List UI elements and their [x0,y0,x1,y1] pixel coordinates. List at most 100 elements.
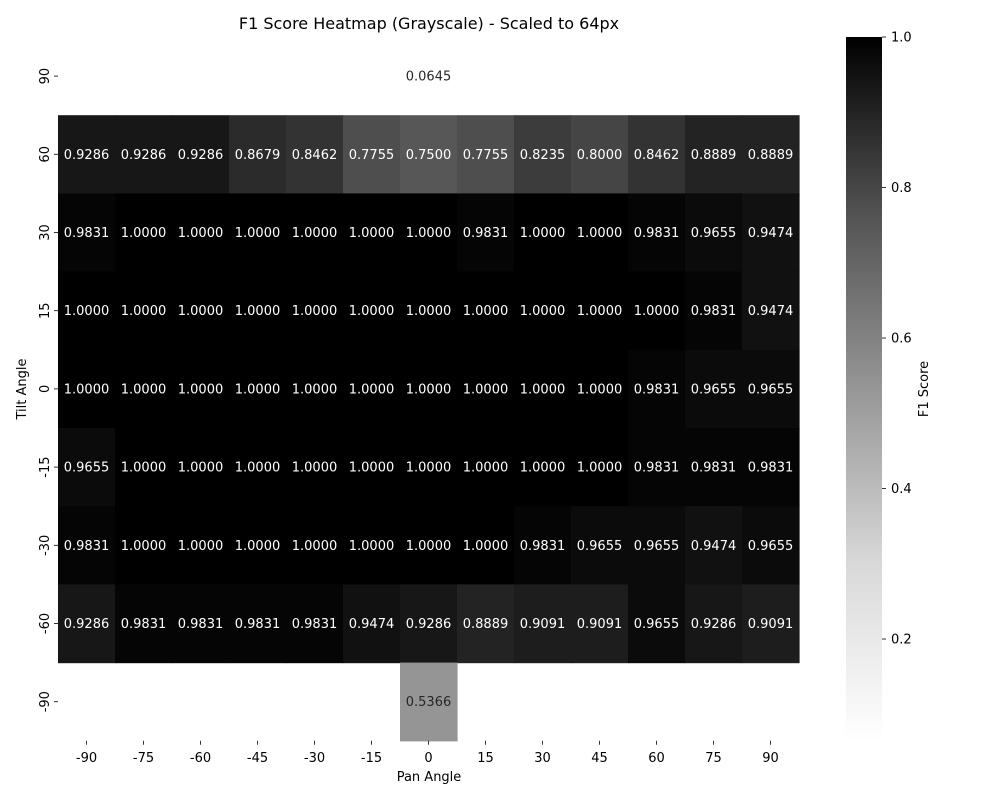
cell-value-label: 1.0000 [463,304,509,319]
cell-value-label: 0.5366 [406,695,452,710]
cell-value-label: 0.9091 [577,617,623,632]
heatmap-cell [229,584,287,664]
cell-value-label: 1.0000 [520,304,566,319]
heatmap-cell [457,349,515,429]
heatmap-cell [343,115,401,194]
cell-value-label: 1.0000 [235,382,281,397]
heatmap-cell [286,193,344,273]
heatmap-cell [742,193,800,273]
cell-value-label: 1.0000 [292,461,338,476]
cell-value-label: 0.8000 [577,148,623,163]
heatmap-cell [742,584,800,664]
heatmap-cell [115,506,173,585]
cell-value-label: 1.0000 [292,304,338,319]
heatmap-cell [58,349,116,429]
heatmap-cell [286,428,344,507]
heatmap-cell [685,193,743,273]
cell-value-label: 1.0000 [577,461,623,476]
cell-value-label: 0.8889 [748,148,794,163]
colorbar-gradient [846,37,882,741]
cell-value-label: 1.0000 [463,382,509,397]
heatmap-cell [742,271,800,351]
heatmap-cell [571,584,629,664]
cell-value-label: 1.0000 [121,304,167,319]
cell-value-label: 1.0000 [577,304,623,319]
heatmap-cell [685,584,743,664]
cell-value-label: 0.9286 [64,148,110,163]
cell-value-label: 0.9655 [64,461,110,476]
cell-value-label: 0.9831 [748,461,794,476]
y-tick-label: -30 [38,535,53,556]
cell-value-label: 1.0000 [64,304,110,319]
cell-value-label: 1.0000 [577,226,623,241]
cell-value-label: 1.0000 [178,382,224,397]
x-tick-label: 30 [534,751,551,766]
x-tick-label: 60 [648,751,665,766]
heatmap-cell [457,193,515,273]
colorbar-label: F1 Score [917,361,932,417]
cell-value-label: 1.0000 [406,539,452,554]
heatmap-cell [571,271,629,351]
cell-value-label: 0.9655 [691,382,737,397]
cell-value-label: 1.0000 [520,461,566,476]
heatmap-cell [628,506,686,585]
heatmap-cell [685,115,743,194]
heatmap-cell [628,349,686,429]
colorbar-tick-label: 0.2 [891,633,912,648]
heatmap-cell [58,115,116,194]
heatmap-cell [286,115,344,194]
heatmap-cell [343,584,401,664]
cell-value-label: 1.0000 [292,226,338,241]
heatmap-cell [172,428,230,507]
heatmap-cell [229,506,287,585]
cell-value-label: 0.8889 [463,617,509,632]
heatmap-cell [58,193,116,273]
cell-value-label: 1.0000 [121,539,167,554]
heatmap-cell [172,193,230,273]
cell-value-label: 1.0000 [349,382,395,397]
cell-value-label: 1.0000 [235,226,281,241]
cell-value-label: 1.0000 [463,461,509,476]
cell-value-label: 1.0000 [577,382,623,397]
x-tick-label: -15 [361,751,382,766]
heatmap-cell [742,115,800,194]
cell-value-label: 0.9655 [691,226,737,241]
cell-value-label: 0.9474 [691,539,737,554]
cell-value-label: 0.9655 [577,539,623,554]
heatmap-cell [628,193,686,273]
y-tick-label: -60 [38,613,53,634]
cell-value-label: 0.9831 [520,539,566,554]
cell-value-label: 0.9831 [121,617,167,632]
y-tick-label: 90 [38,68,53,85]
y-tick-label: 30 [38,224,53,241]
heatmap-cell [514,271,572,351]
heatmap-cell [343,506,401,585]
heatmap-cell [628,115,686,194]
x-tick-label: -60 [190,751,211,766]
cell-value-label: 1.0000 [178,304,224,319]
cell-value-label: 0.9831 [64,226,110,241]
heatmap-cell [571,506,629,585]
heatmap-cell [58,506,116,585]
cell-value-label: 1.0000 [235,539,281,554]
cell-value-label: 1.0000 [520,226,566,241]
cell-value-label: 0.8235 [520,148,566,163]
heatmap-cell [286,506,344,585]
heatmap-cell [628,428,686,507]
x-tick-label: -45 [247,751,268,766]
cell-value-label: 1.0000 [235,461,281,476]
heatmap-cell [400,349,458,429]
colorbar-tick-label: 0.8 [891,181,912,196]
cell-value-label: 0.9655 [634,539,680,554]
heatmap-cell [685,428,743,507]
heatmap-cell [514,428,572,507]
heatmap-cell [343,271,401,351]
cell-value-label: 0.9474 [349,617,395,632]
heatmap-cell [172,584,230,664]
heatmap-cell [400,115,458,194]
cell-value-label: 1.0000 [121,382,167,397]
x-axis-label: Pan Angle [397,770,462,785]
cell-value-label: 0.9831 [691,304,737,319]
heatmap-cell [571,193,629,273]
colorbar-tick-label: 1.0 [891,31,912,46]
